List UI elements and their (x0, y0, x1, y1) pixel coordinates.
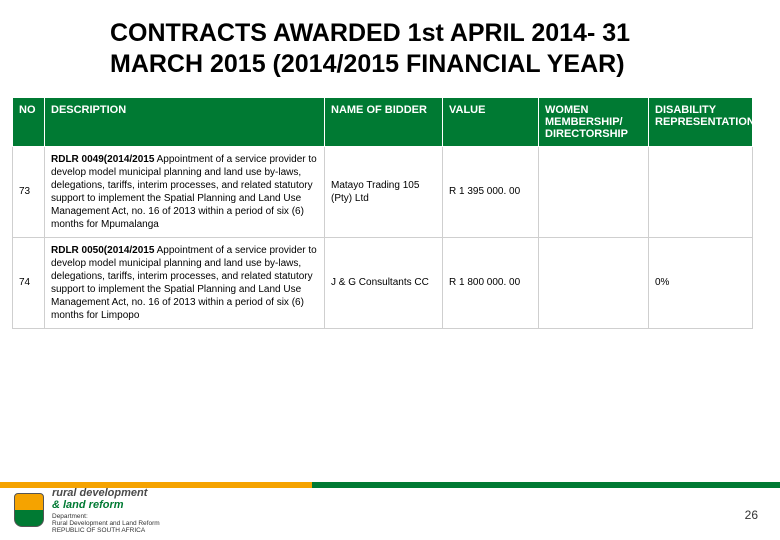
contracts-table: NO DESCRIPTION NAME OF BIDDER VALUE WOME… (12, 97, 753, 329)
col-header-bidder: NAME OF BIDDER (325, 97, 443, 146)
cell-bidder: J & G Consultants CC (325, 237, 443, 328)
department-text: rural development & land reform Departme… (52, 487, 160, 534)
cell-no: 73 (13, 146, 45, 237)
department-logo: rural development & land reform Departme… (14, 487, 160, 534)
table-row: 74 RDLR 0050(2014/2015 Appointment of a … (13, 237, 753, 328)
page-title: CONTRACTS AWARDED 1st APRIL 2014- 31 MAR… (0, 0, 780, 97)
cell-women (539, 146, 649, 237)
title-line-2: MARCH 2015 (2014/2015 FINANCIAL YEAR) (110, 50, 625, 78)
col-header-no: NO (13, 97, 45, 146)
cell-description: RDLR 0049(2014/2015 Appointment of a ser… (45, 146, 325, 237)
dept-name-2: & land reform (52, 499, 160, 511)
cell-women (539, 237, 649, 328)
page-footer: rural development & land reform Departme… (0, 484, 780, 540)
table-header-row: NO DESCRIPTION NAME OF BIDDER VALUE WOME… (13, 97, 753, 146)
cell-value: R 1 800 000. 00 (443, 237, 539, 328)
cell-value: R 1 395 000. 00 (443, 146, 539, 237)
cell-no: 74 (13, 237, 45, 328)
page-number: 26 (745, 508, 758, 522)
cell-disability (649, 146, 753, 237)
col-header-disability: DISABILITY REPRESENTATION (649, 97, 753, 146)
table-row: 73 RDLR 0049(2014/2015 Appointment of a … (13, 146, 753, 237)
cell-description: RDLR 0050(2014/2015 Appointment of a ser… (45, 237, 325, 328)
cell-bidder: Matayo Trading 105 (Pty) Ltd (325, 146, 443, 237)
title-line-1: CONTRACTS AWARDED 1st APRIL 2014- 31 (110, 19, 630, 47)
col-header-women: WOMEN MEMBERSHIP/ DIRECTORSHIP (539, 97, 649, 146)
dept-details: Department: Rural Development and Land R… (52, 513, 160, 534)
col-header-description: DESCRIPTION (45, 97, 325, 146)
cell-disability: 0% (649, 237, 753, 328)
col-header-value: VALUE (443, 97, 539, 146)
dept-name-1: rural development (52, 487, 160, 499)
coat-of-arms-icon (14, 493, 44, 527)
